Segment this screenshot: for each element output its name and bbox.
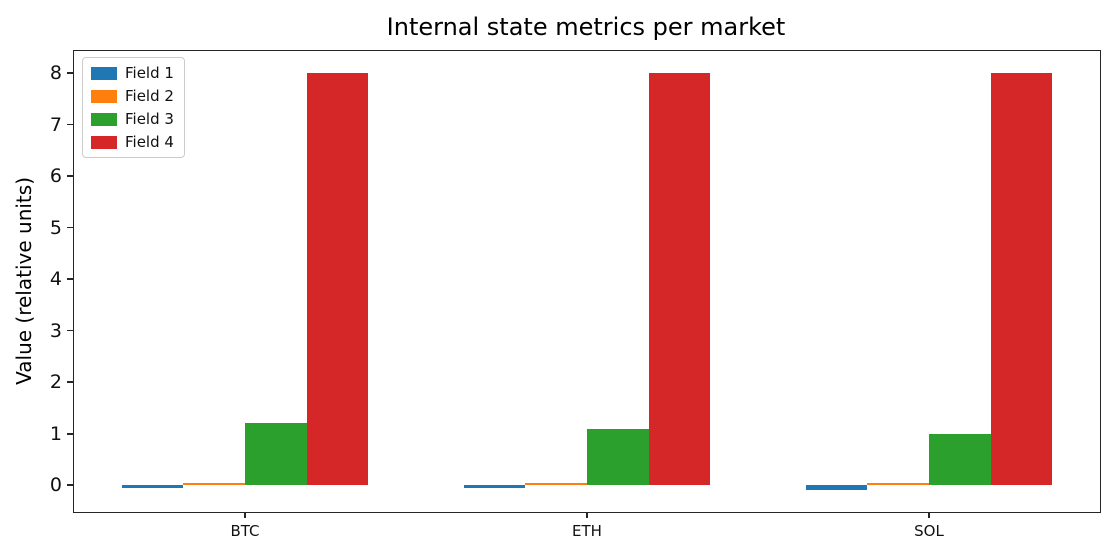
y-tick-label: 3 — [49, 319, 62, 342]
bar-field-3-eth — [587, 428, 649, 486]
legend-entry: Field 4 — [91, 133, 174, 151]
chart-title: Internal state metrics per market — [386, 13, 786, 41]
legend-swatch-icon — [91, 89, 117, 103]
y-tick-mark — [67, 329, 73, 332]
bar-field-4-sol — [990, 73, 1053, 486]
y-tick-mark — [67, 123, 73, 126]
y-tick-label: 5 — [49, 216, 62, 239]
bar-field-4-eth — [648, 73, 711, 486]
legend-swatch-icon — [91, 135, 117, 149]
y-tick-label: 6 — [49, 165, 62, 188]
legend-label: Field 1 — [125, 64, 174, 82]
x-tick-label: ETH — [572, 522, 602, 540]
legend-label: Field 4 — [125, 133, 174, 151]
y-tick-mark — [67, 278, 73, 280]
bar-field-1-eth — [463, 485, 526, 489]
legend-entry: Field 1 — [91, 64, 174, 82]
legend-swatch-icon — [91, 66, 117, 80]
y-tick-label: 2 — [49, 371, 62, 394]
bar-field-2-btc — [183, 483, 245, 486]
y-tick-mark — [67, 72, 73, 74]
legend-swatch-icon — [91, 112, 117, 126]
y-tick-label: 1 — [49, 422, 62, 445]
y-tick-label: 0 — [49, 474, 62, 497]
y-tick-label: 7 — [49, 113, 62, 136]
y-tick-label: 4 — [49, 268, 62, 291]
chart-plot-area: Field 1 Field 2 Field 3 Field 4 BTC ETH SOL 0 1… — [50, 50, 1101, 540]
bar-field-2-eth — [525, 483, 587, 486]
legend: Field 1 Field 2 Field 3 Field 4 — [82, 57, 185, 158]
y-tick-mark — [67, 381, 73, 383]
x-tick-label: SOL — [914, 522, 944, 540]
bar-field-2-sol — [867, 482, 929, 486]
bar-field-1-sol — [805, 485, 868, 491]
x-tick-mark — [928, 512, 930, 518]
legend-label: Field 2 — [125, 87, 174, 105]
x-tick-label: BTC — [230, 522, 260, 540]
bar-field-3-sol — [929, 433, 991, 486]
bar-field-3-btc — [245, 423, 307, 486]
x-tick-mark — [244, 512, 246, 518]
y-tick-label: 8 — [49, 62, 62, 85]
y-tick-mark — [67, 432, 73, 435]
y-tick-mark — [67, 484, 73, 486]
legend-entry: Field 2 — [91, 87, 174, 105]
bar-field-1-btc — [121, 485, 184, 488]
legend-entry: Field 3 — [91, 110, 174, 128]
y-tick-mark — [67, 226, 73, 229]
x-tick-mark — [586, 512, 588, 518]
legend-label: Field 3 — [125, 110, 174, 128]
y-tick-mark — [67, 175, 73, 177]
bar-field-4-btc — [306, 73, 369, 486]
